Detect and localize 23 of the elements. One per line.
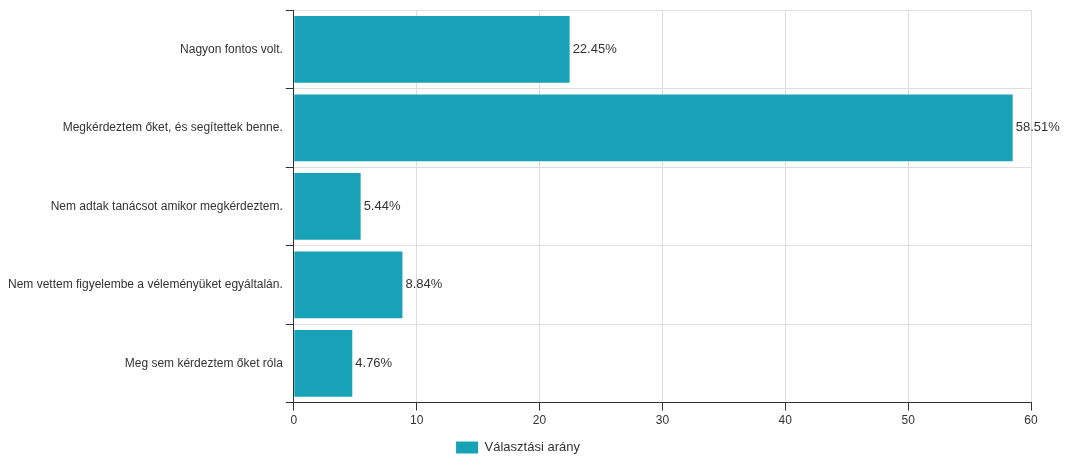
- y-tick-label: Nem adtak tanácsot amikor megkérdeztem.: [50, 198, 283, 213]
- x-tick-label: 10: [409, 413, 424, 428]
- x-tick-label: 50: [901, 413, 916, 428]
- y-tick-label: Megkérdeztem őket, és segítettek benne.: [62, 120, 283, 135]
- bar: [294, 94, 1013, 162]
- y-tick-label: Meg sem kérdeztem őket róla: [124, 355, 284, 370]
- x-tick-label: 20: [532, 413, 547, 428]
- x-tick-label: 60: [1024, 413, 1038, 428]
- data-label: 4.76%: [355, 354, 393, 370]
- y-tick-label: Nagyon fontos volt.: [180, 41, 283, 56]
- bar: [294, 173, 361, 240]
- data-label: 58.51%: [1015, 119, 1061, 135]
- data-label: 22.45%: [572, 41, 618, 57]
- x-tick-label: 40: [778, 413, 793, 428]
- data-label: 8.84%: [405, 276, 443, 292]
- data-label: 5.44%: [363, 197, 401, 213]
- y-tick-label: Nem vettem figyelembe a véleményüket egyáltalán.: [7, 277, 283, 292]
- x-tick-label: 0: [290, 413, 298, 428]
- legend-label: Választási arány: [484, 439, 581, 455]
- bar: [294, 330, 353, 397]
- bar: [294, 16, 570, 83]
- x-tick-label: 30: [655, 413, 670, 428]
- bar: [294, 251, 403, 319]
